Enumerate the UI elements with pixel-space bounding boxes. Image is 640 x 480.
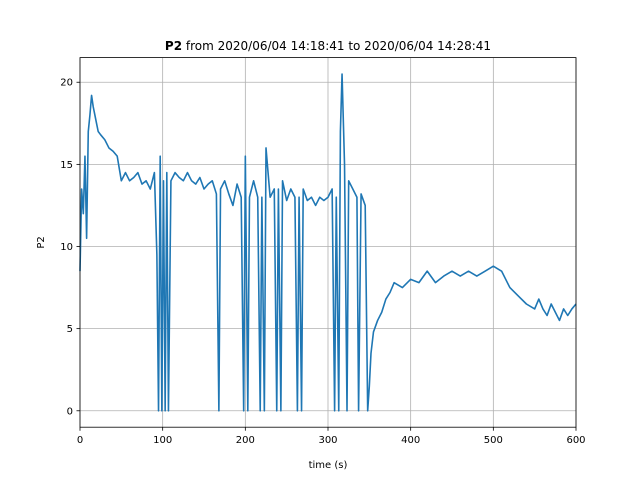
grid: [79, 57, 577, 428]
y-tick-label: 5: [67, 324, 73, 335]
x-tick-label: 500: [484, 435, 503, 446]
x-tick-label: 600: [566, 435, 585, 446]
y-axis-label: P2: [36, 236, 47, 248]
x-tick-label: 400: [401, 435, 420, 446]
y-tick-label: 10: [60, 242, 73, 253]
series-group: [79, 73, 577, 412]
y-tick-label: 15: [60, 160, 73, 171]
x-axis: 0 100 200 300 400 500 600: [77, 427, 586, 446]
x-axis-label: time (s): [309, 460, 348, 471]
x-tick-label: 200: [236, 435, 255, 446]
y-tick-label: 20: [60, 78, 73, 89]
y-tick-label: 0: [67, 406, 73, 417]
y-axis: 0 5 10 15 20: [60, 78, 80, 417]
x-tick-label: 300: [318, 435, 337, 446]
chart-title-rest: from 2020/06/04 14:18:41 to 2020/06/04 1…: [182, 39, 491, 53]
x-tick-label: 0: [77, 435, 83, 446]
chart-title: P2 from 2020/06/04 14:18:41 to 2020/06/0…: [165, 39, 491, 53]
x-tick-label: 100: [153, 435, 172, 446]
chart-title-bold: P2: [165, 39, 182, 53]
series-line-1: [79, 73, 577, 412]
